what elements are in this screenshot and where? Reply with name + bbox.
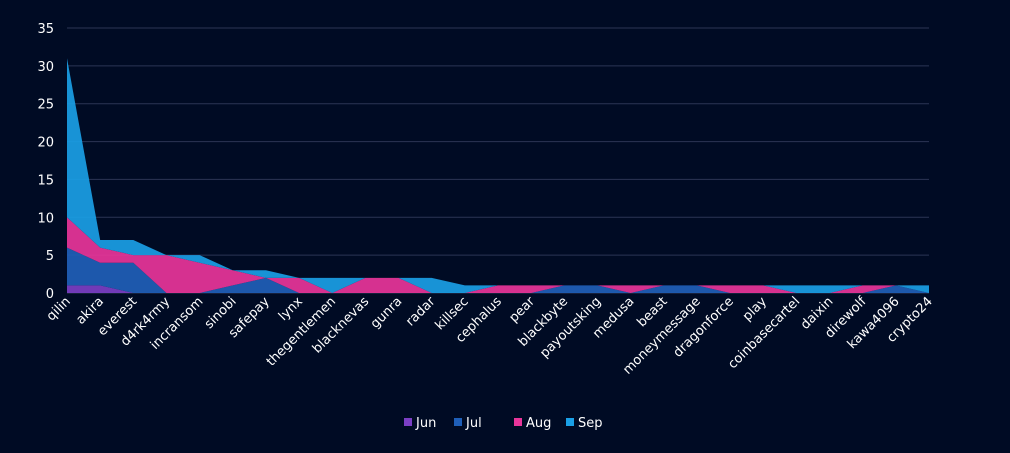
legend-swatch-aug bbox=[514, 418, 522, 426]
legend-swatch-sep bbox=[566, 418, 574, 426]
y-axis-tick-labels: 0 5 10 15 20 25 30 35 bbox=[37, 22, 54, 302]
y-tick-label: 0 bbox=[46, 287, 54, 302]
x-tick-label: lynx bbox=[276, 294, 306, 324]
x-axis-tick-labels: qilin akiraeverestd4rk4rmyincransomsinobi… bbox=[44, 294, 936, 378]
legend-label-sep: Sep bbox=[578, 416, 603, 431]
legend-swatch-jul bbox=[454, 418, 462, 426]
series-areas bbox=[67, 58, 929, 293]
series-area-sep bbox=[67, 58, 929, 293]
y-tick-label: 35 bbox=[37, 22, 54, 37]
legend-label-jul: Jul bbox=[465, 416, 482, 431]
y-tick-label: 10 bbox=[37, 211, 54, 226]
legend-swatch-jun bbox=[404, 418, 412, 426]
series-area-jul bbox=[67, 247, 929, 293]
legend-label-jun: Jun bbox=[415, 416, 436, 431]
legend-label-aug: Aug bbox=[526, 416, 551, 431]
y-tick-label: 20 bbox=[37, 136, 54, 151]
legend: Jun Jul Aug Sep bbox=[404, 416, 603, 431]
y-tick-label: 30 bbox=[37, 60, 54, 75]
gridlines bbox=[67, 27, 929, 294]
y-tick-label: 5 bbox=[46, 249, 54, 264]
x-tick-label: gunra bbox=[368, 294, 406, 332]
y-tick-label: 15 bbox=[37, 173, 54, 188]
y-tick-label: 25 bbox=[37, 98, 54, 113]
